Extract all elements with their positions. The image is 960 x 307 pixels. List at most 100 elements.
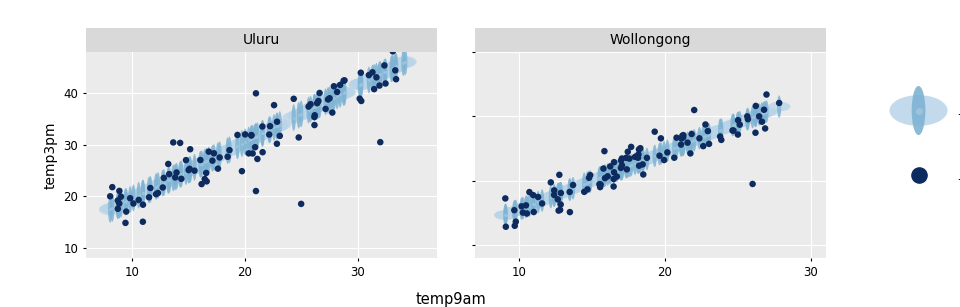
FancyBboxPatch shape (86, 28, 437, 52)
Ellipse shape (359, 70, 363, 97)
Point (686, 107, 702, 112)
Point (372, 83, 387, 88)
Ellipse shape (762, 101, 766, 124)
Ellipse shape (287, 110, 310, 121)
Ellipse shape (139, 184, 162, 195)
Ellipse shape (201, 153, 224, 164)
Point (731, 132, 746, 137)
Ellipse shape (670, 141, 693, 150)
Point (229, 133, 245, 138)
Ellipse shape (744, 111, 767, 121)
Point (182, 147, 198, 152)
Point (361, 73, 376, 78)
Ellipse shape (558, 182, 563, 205)
Ellipse shape (303, 102, 325, 113)
Ellipse shape (132, 185, 135, 211)
Point (396, 33, 411, 38)
Ellipse shape (592, 171, 614, 181)
Ellipse shape (671, 140, 694, 150)
Point (607, 170, 622, 175)
Ellipse shape (189, 159, 212, 170)
Ellipse shape (721, 120, 744, 130)
Point (210, 166, 226, 171)
Ellipse shape (184, 158, 188, 185)
Ellipse shape (626, 155, 630, 178)
Ellipse shape (218, 141, 222, 168)
Point (332, 83, 348, 87)
Ellipse shape (612, 161, 615, 184)
Point (376, 63, 392, 68)
Point (103, 194, 118, 199)
Ellipse shape (246, 130, 269, 142)
Ellipse shape (504, 206, 527, 216)
Point (222, 148, 237, 153)
Point (270, 119, 285, 124)
Ellipse shape (244, 131, 267, 142)
Point (352, 96, 368, 101)
Ellipse shape (692, 129, 696, 152)
Ellipse shape (308, 96, 313, 122)
Point (286, 96, 301, 101)
Ellipse shape (737, 111, 742, 134)
Ellipse shape (349, 78, 372, 89)
Ellipse shape (391, 55, 395, 81)
Ellipse shape (193, 157, 216, 168)
Ellipse shape (653, 147, 676, 157)
Point (353, 70, 369, 75)
Ellipse shape (383, 58, 388, 85)
Ellipse shape (119, 194, 141, 205)
Point (389, 77, 404, 82)
Point (353, 99, 369, 103)
Ellipse shape (586, 171, 589, 194)
Point (698, 122, 713, 127)
Point (752, 114, 767, 119)
Ellipse shape (514, 200, 517, 222)
Ellipse shape (727, 118, 749, 128)
Ellipse shape (161, 169, 166, 196)
Ellipse shape (494, 210, 517, 220)
Ellipse shape (188, 156, 192, 183)
Ellipse shape (253, 123, 258, 150)
Point (603, 164, 618, 169)
Ellipse shape (147, 177, 151, 204)
Ellipse shape (540, 192, 563, 202)
Ellipse shape (253, 123, 258, 150)
Point (131, 197, 146, 202)
Ellipse shape (751, 109, 774, 118)
Point (713, 138, 729, 142)
Ellipse shape (548, 189, 570, 198)
Ellipse shape (777, 95, 781, 118)
Ellipse shape (178, 161, 182, 188)
Ellipse shape (557, 183, 561, 205)
Point (397, 45, 413, 50)
Point (675, 133, 690, 138)
Ellipse shape (115, 196, 137, 207)
Ellipse shape (603, 164, 607, 187)
Ellipse shape (218, 144, 241, 155)
Ellipse shape (579, 177, 602, 186)
Ellipse shape (493, 210, 516, 220)
Ellipse shape (156, 175, 180, 186)
Point (245, 151, 260, 156)
Ellipse shape (374, 63, 378, 90)
Ellipse shape (735, 112, 740, 134)
Ellipse shape (147, 180, 169, 191)
Ellipse shape (365, 71, 388, 82)
Ellipse shape (519, 197, 524, 220)
Ellipse shape (510, 204, 533, 213)
Ellipse shape (175, 166, 198, 177)
Ellipse shape (316, 92, 321, 119)
Point (199, 179, 214, 184)
Ellipse shape (546, 189, 569, 199)
Point (307, 113, 323, 118)
Ellipse shape (524, 196, 528, 218)
Point (543, 180, 559, 185)
Point (657, 157, 672, 162)
Ellipse shape (266, 120, 288, 132)
Ellipse shape (751, 106, 755, 128)
Ellipse shape (145, 181, 167, 192)
Point (772, 100, 787, 105)
Ellipse shape (117, 192, 122, 218)
Ellipse shape (306, 100, 328, 111)
Point (660, 150, 675, 155)
